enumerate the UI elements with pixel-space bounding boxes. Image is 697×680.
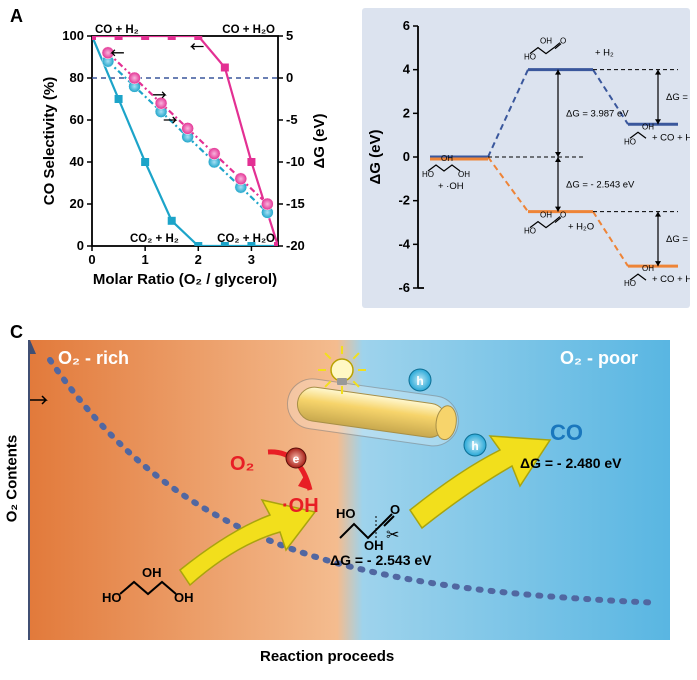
svg-text:OH: OH xyxy=(458,170,470,179)
panel-b-svg: -6 -4 -2 0 2 4 6 ΔG (eV) ΔG = 3.987 eV ΔG = - 2.4… xyxy=(362,8,690,308)
svg-text:OH: OH xyxy=(642,264,654,273)
svg-text:O: O xyxy=(560,37,566,46)
svg-text:HO: HO xyxy=(422,170,434,179)
svg-text:ΔG = - 2.543 eV: ΔG = - 2.543 eV xyxy=(330,552,432,568)
svg-text:HO: HO xyxy=(624,279,636,288)
svg-text:-2: -2 xyxy=(398,193,410,208)
svg-text:CO + H₂: CO + H₂ xyxy=(95,24,139,36)
svg-text:h: h xyxy=(471,439,478,453)
panel-c-svg: O₂ - richO₂ - poorHOOHOHHOOOH✂·OHO₂eCOΔG… xyxy=(30,340,670,640)
svg-text:ΔG = - 2.480 eV: ΔG = - 2.480 eV xyxy=(666,234,690,245)
svg-text:-5: -5 xyxy=(286,112,298,127)
svg-text:OH: OH xyxy=(540,211,552,220)
svg-text:ΔG (eV): ΔG (eV) xyxy=(311,114,328,169)
svg-text:O₂ - poor: O₂ - poor xyxy=(560,348,638,368)
panel-c: O₂ - richO₂ - poorHOOHOHHOOOH✂·OHO₂eCOΔG… xyxy=(28,340,668,640)
svg-text:OH: OH xyxy=(174,590,194,605)
panel-a: 0 1 2 3 0 20 40 60 80 100 -20 -15 -10 -5 0 5 Molar Ratio… xyxy=(40,16,330,296)
svg-text:CO: CO xyxy=(550,420,583,445)
svg-text:Molar Ratio (O₂ / glycerol): Molar Ratio (O₂ / glycerol) xyxy=(93,271,277,288)
svg-text:CO Selectivity (%): CO Selectivity (%) xyxy=(41,77,58,205)
svg-text:ΔG = - 2.543 eV: ΔG = - 2.543 eV xyxy=(566,179,635,190)
svg-text:h: h xyxy=(416,374,423,388)
svg-text:3: 3 xyxy=(248,252,255,267)
svg-text:+ ·OH: + ·OH xyxy=(438,181,464,192)
svg-text:2: 2 xyxy=(195,252,202,267)
svg-text:-6: -6 xyxy=(398,280,410,295)
svg-text:ΔG = 3.987 eV: ΔG = 3.987 eV xyxy=(566,108,629,119)
svg-text:HO: HO xyxy=(524,227,536,236)
svg-text:-15: -15 xyxy=(286,196,305,211)
svg-text:HO: HO xyxy=(336,506,356,521)
svg-text:20: 20 xyxy=(70,196,84,211)
svg-text:60: 60 xyxy=(70,112,84,127)
svg-text:+ H₂: + H₂ xyxy=(595,48,614,59)
panel-c-xlabel: Reaction proceeds xyxy=(260,648,394,665)
svg-text:ΔG = - 2.480 eV: ΔG = - 2.480 eV xyxy=(666,92,690,103)
svg-text:1: 1 xyxy=(142,252,149,267)
panel-label-c: C xyxy=(10,322,23,343)
svg-text:4: 4 xyxy=(403,62,411,77)
svg-text:+ H₂O: + H₂O xyxy=(568,222,594,233)
svg-text:-20: -20 xyxy=(286,238,305,253)
svg-text:ΔG = - 2.480 eV: ΔG = - 2.480 eV xyxy=(520,455,622,471)
panel-a-svg: 0 1 2 3 0 20 40 60 80 100 -20 -15 -10 -5 0 5 Molar Ratio… xyxy=(40,16,330,306)
svg-text:40: 40 xyxy=(70,154,84,169)
svg-text:OH: OH xyxy=(642,122,654,131)
svg-text:0: 0 xyxy=(403,149,410,164)
svg-text:6: 6 xyxy=(403,18,410,33)
svg-text:OH: OH xyxy=(441,154,453,163)
svg-text:OH: OH xyxy=(540,37,552,46)
svg-text:100: 100 xyxy=(62,28,84,43)
svg-text:CO + H₂O: CO + H₂O xyxy=(222,24,275,36)
panel-label-a: A xyxy=(10,6,23,27)
svg-text:2: 2 xyxy=(403,105,410,120)
svg-text:ΔG (eV): ΔG (eV) xyxy=(367,130,384,185)
svg-text:-10: -10 xyxy=(286,154,305,169)
svg-text:·OH: ·OH xyxy=(282,495,319,517)
svg-text:0: 0 xyxy=(77,238,84,253)
svg-text:O₂: O₂ xyxy=(230,453,254,475)
svg-text:-4: -4 xyxy=(398,236,410,251)
svg-text:CO₂ + H₂: CO₂ + H₂ xyxy=(130,233,179,245)
svg-text:CO₂ + H₂O: CO₂ + H₂O xyxy=(217,233,275,245)
svg-text:O: O xyxy=(390,502,400,517)
svg-text:80: 80 xyxy=(70,70,84,85)
svg-text:OH: OH xyxy=(364,538,384,553)
svg-text:+ CO + H₂: + CO + H₂ xyxy=(652,132,690,143)
svg-text:0: 0 xyxy=(88,252,95,267)
svg-text:HO: HO xyxy=(102,590,122,605)
svg-text:5: 5 xyxy=(286,28,293,43)
svg-text:HO: HO xyxy=(624,137,636,146)
svg-text:O₂ - rich: O₂ - rich xyxy=(58,348,129,368)
svg-text:0: 0 xyxy=(286,70,293,85)
panel-b: -6 -4 -2 0 2 4 6 ΔG (eV) ΔG = 3.987 eV ΔG = - 2.4… xyxy=(362,8,690,308)
svg-text:HO: HO xyxy=(524,53,536,62)
svg-text:O: O xyxy=(560,211,566,220)
svg-text:e: e xyxy=(293,452,300,466)
svg-text:✂: ✂ xyxy=(386,527,399,544)
panel-c-ylabel: O₂ Contents xyxy=(3,435,20,523)
svg-text:+ CO + H₂O: + CO + H₂O xyxy=(652,274,690,285)
svg-text:OH: OH xyxy=(142,565,162,580)
